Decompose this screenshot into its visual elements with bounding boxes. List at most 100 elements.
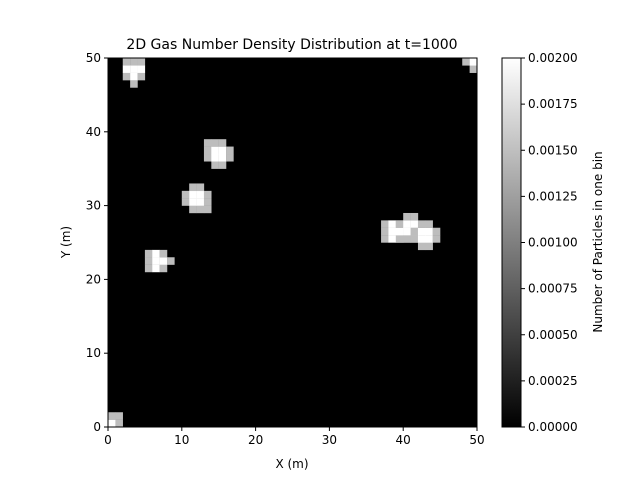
density-cell xyxy=(152,249,160,258)
density-cell xyxy=(432,227,441,236)
density-cell xyxy=(469,58,477,59)
density-cell xyxy=(196,198,205,206)
density-cell xyxy=(211,153,219,162)
density-cell xyxy=(388,235,397,243)
density-cell xyxy=(417,235,426,243)
density-cell xyxy=(477,58,485,66)
y-axis-ticks: 0 10 20 30 40 50 xyxy=(86,51,108,434)
density-blob xyxy=(144,249,175,273)
density-cell xyxy=(130,58,138,66)
density-blob xyxy=(181,183,212,214)
plot-area xyxy=(93,51,492,442)
density-blob xyxy=(203,139,234,169)
density-cell xyxy=(115,434,123,442)
density-cell xyxy=(203,153,212,162)
density-cell xyxy=(189,198,197,206)
density-cell xyxy=(477,51,485,59)
colorbar-tick-label: 0.00150 xyxy=(528,143,578,157)
y-axis-label: Y (m) xyxy=(59,226,73,259)
density-cell xyxy=(381,235,389,243)
density-cell xyxy=(410,227,419,236)
density-cell xyxy=(417,242,426,251)
density-cell xyxy=(410,220,419,228)
density-blob xyxy=(122,58,146,88)
density-cell xyxy=(425,242,433,251)
density-cell xyxy=(130,80,138,88)
colorbar-tick-label: 0.00050 xyxy=(528,328,578,342)
density-cell xyxy=(108,419,109,427)
density-cell xyxy=(425,235,433,243)
density-cell xyxy=(469,58,477,66)
x-tick-label: 30 xyxy=(322,433,337,447)
colorbar-tick-label: 0.00175 xyxy=(528,97,578,111)
density-cell xyxy=(130,65,138,73)
density-cell xyxy=(115,427,123,435)
density-cell xyxy=(167,257,175,265)
density-cell xyxy=(159,264,168,273)
x-tick-label: 50 xyxy=(469,433,484,447)
y-tick-label: 50 xyxy=(86,51,101,65)
density-cell xyxy=(152,257,160,265)
colorbar: 0.00000 0.00025 0.00050 0.00075 0.00100 0.001… xyxy=(501,51,605,434)
density-cell xyxy=(410,235,419,243)
density-cell xyxy=(203,198,212,206)
x-tick-label: 0 xyxy=(104,433,112,447)
density-cell xyxy=(122,65,131,73)
density-cell xyxy=(410,212,419,221)
colorbar-tick-label: 0.00000 xyxy=(528,420,578,434)
density-cell xyxy=(137,72,146,81)
density-cell xyxy=(403,220,411,228)
colorbar-tick-label: 0.00100 xyxy=(528,236,578,250)
density-cell xyxy=(93,434,101,442)
density-cell xyxy=(432,235,441,243)
density-cell xyxy=(403,212,411,221)
density-cell xyxy=(108,412,116,420)
density-cell xyxy=(395,227,404,236)
density-cell xyxy=(484,58,492,66)
colorbar-gradient xyxy=(501,57,522,428)
density-cell xyxy=(144,257,153,265)
density-cell xyxy=(218,146,227,155)
x-tick-label: 10 xyxy=(174,433,189,447)
density-cell xyxy=(226,146,234,155)
density-cell xyxy=(484,51,492,59)
density-cell xyxy=(388,220,397,228)
density-cell xyxy=(152,264,160,273)
colorbar-tick-label: 0.00125 xyxy=(528,189,578,203)
y-tick-label: 10 xyxy=(86,346,101,360)
density-cell xyxy=(144,264,153,273)
density-cell xyxy=(469,65,477,73)
density-cell xyxy=(203,146,212,155)
density-cell xyxy=(137,65,146,73)
density-cell xyxy=(189,205,197,214)
density-cell xyxy=(462,58,470,59)
density-blob xyxy=(410,220,441,251)
density-cell xyxy=(403,235,411,243)
heatmap-cells xyxy=(93,51,492,442)
density-cell xyxy=(115,419,123,427)
density-cell xyxy=(196,190,205,199)
density-cell xyxy=(417,227,426,236)
density-cell xyxy=(108,419,116,427)
density-cell xyxy=(395,220,404,228)
density-cell xyxy=(211,161,219,169)
density-cell xyxy=(108,412,109,420)
density-cell xyxy=(203,205,212,214)
x-tick-label: 40 xyxy=(396,433,411,447)
colorbar-tick-label: 0.00025 xyxy=(528,374,578,388)
colorbar-tick-label: 0.00075 xyxy=(528,282,578,296)
x-axis-ticks: 0 10 20 30 40 50 xyxy=(104,427,485,447)
density-cell xyxy=(395,235,404,243)
density-cell xyxy=(462,58,470,66)
density-cell xyxy=(417,220,426,228)
density-cell xyxy=(477,65,485,73)
density-cell xyxy=(425,220,433,228)
y-tick-label: 0 xyxy=(93,420,101,434)
plot-frame xyxy=(107,57,478,428)
density-cell xyxy=(181,190,190,199)
density-cell xyxy=(159,249,168,258)
density-cell xyxy=(226,153,234,162)
density-cell xyxy=(189,183,197,192)
density-cell xyxy=(137,58,146,66)
density-cell xyxy=(122,58,131,66)
